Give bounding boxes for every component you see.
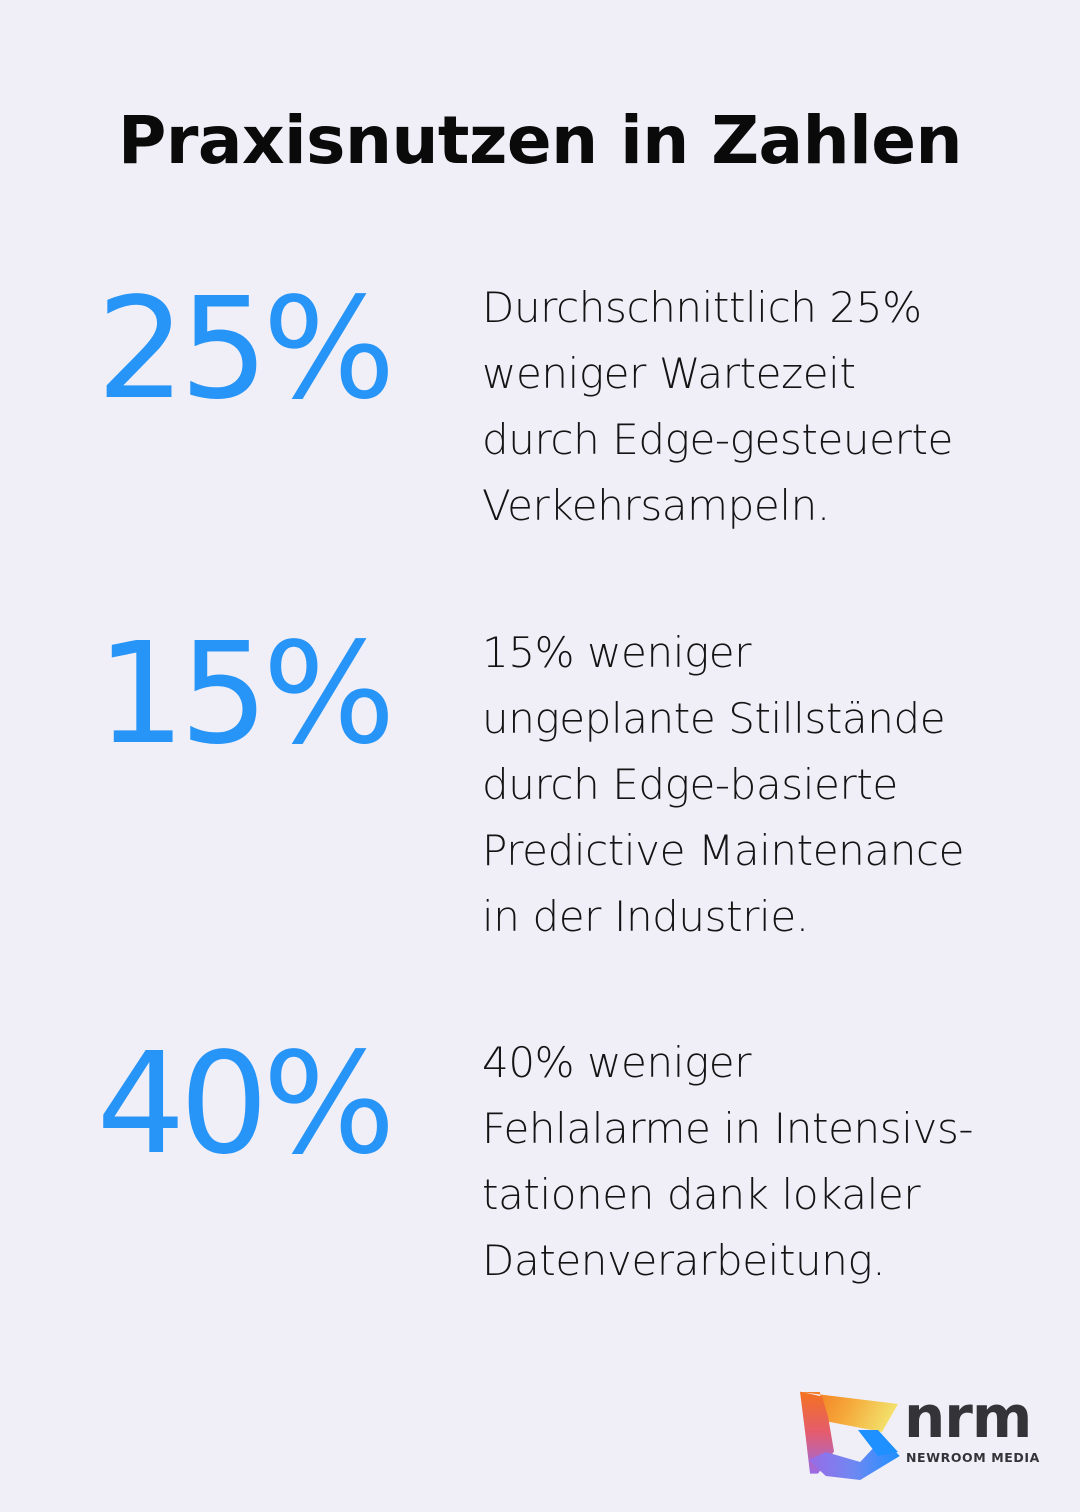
stat-value: 40% (96, 1023, 395, 1186)
logo-wordmark: nrm (904, 1383, 1032, 1451)
stat-description-line: 40% weniger (482, 1038, 752, 1087)
stat-description-line: Verkehrsampeln. (482, 481, 830, 530)
stat-description: Durchschnittlich 25% weniger Wartezeit d… (482, 275, 1042, 539)
stat-description-line: in der Industrie. (482, 892, 809, 941)
logo-tagline: NEWROOM MEDIA (906, 1450, 1040, 1465)
stat-description: 40% weniger Fehlalarme in Intensivs- tat… (482, 1030, 1042, 1294)
stat-description-line: Predictive Maintenance (482, 826, 965, 875)
stat-description-line: durch Edge-gesteuerte (482, 415, 953, 464)
brand-logo: nrm NEWROOM MEDIA (800, 1384, 1050, 1480)
stat-description-line: weniger Wartezeit (482, 349, 856, 398)
stat-description-line: durch Edge-basierte (482, 760, 898, 809)
stat-description-line: Fehlalarme in Intensivs- (482, 1104, 974, 1153)
stat-description: 15% weniger ungeplante Stillstände durch… (482, 620, 1042, 950)
stat-description-line: Datenverarbeitung. (482, 1236, 886, 1285)
stat-description-line: ungeplante Stillstände (482, 694, 946, 743)
nrm-logo-mark-icon (800, 1391, 900, 1480)
page-title: Praxisnutzen in Zahlen (118, 102, 962, 179)
stat-description-line: tationen dank lokaler (482, 1170, 921, 1219)
stat-description-line: Durchschnittlich 25% (482, 283, 922, 332)
stat-description-line: 15% weniger (482, 628, 752, 677)
stat-value: 25% (96, 268, 395, 431)
stat-value: 15% (96, 613, 395, 776)
